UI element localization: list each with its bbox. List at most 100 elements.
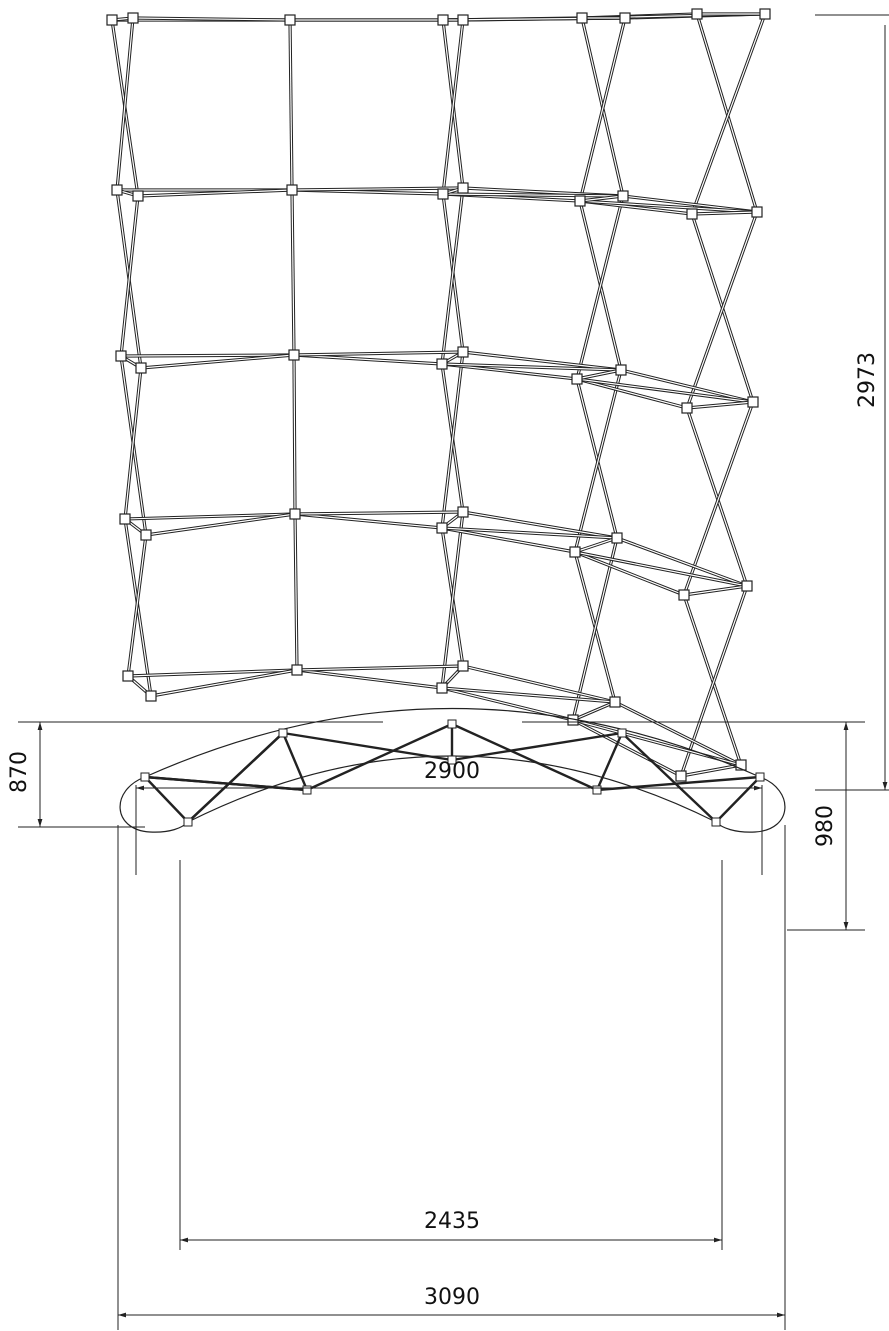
strut xyxy=(441,363,578,380)
connector xyxy=(747,396,759,408)
connector xyxy=(115,350,127,362)
strut xyxy=(574,369,622,553)
strut xyxy=(576,369,622,380)
connector xyxy=(437,14,449,26)
connector xyxy=(735,759,747,771)
connector xyxy=(436,522,448,534)
connector xyxy=(574,195,586,207)
connector xyxy=(278,728,288,738)
strut xyxy=(442,193,624,197)
strut xyxy=(579,200,758,213)
strut xyxy=(293,354,443,365)
strut xyxy=(137,189,293,197)
strut xyxy=(696,13,758,213)
strut xyxy=(576,378,754,403)
strut xyxy=(691,211,758,215)
strut xyxy=(124,513,296,520)
connector xyxy=(111,184,123,196)
connector xyxy=(140,529,152,541)
connector xyxy=(447,719,457,729)
strut xyxy=(294,513,298,671)
strut xyxy=(680,764,742,777)
strut xyxy=(576,378,688,409)
strut xyxy=(306,722,453,792)
strut xyxy=(616,537,748,587)
strut xyxy=(574,551,685,596)
strut xyxy=(572,701,616,721)
connector xyxy=(145,690,157,702)
connector xyxy=(119,513,131,525)
connector xyxy=(617,190,629,202)
connector xyxy=(751,206,763,218)
strut xyxy=(462,351,622,371)
dimension-label: 3090 xyxy=(424,1285,480,1310)
connector xyxy=(592,785,602,795)
strut xyxy=(441,187,464,365)
strut xyxy=(140,354,295,369)
strut xyxy=(686,407,748,587)
strut xyxy=(116,17,134,191)
strut xyxy=(462,665,616,703)
strut xyxy=(441,687,574,721)
connector xyxy=(569,546,581,558)
strut xyxy=(572,537,618,721)
connector xyxy=(457,660,469,672)
strut xyxy=(579,17,626,202)
dimension-label: 2973 xyxy=(855,352,880,408)
connector xyxy=(436,682,448,694)
strut xyxy=(691,13,766,215)
connector xyxy=(617,728,627,738)
dimension-label: 2900 xyxy=(424,759,480,784)
dimensions: 2973 2900 870 980 2435 3090 xyxy=(7,14,889,1330)
strut xyxy=(579,195,624,202)
connector xyxy=(122,670,134,682)
connector xyxy=(140,772,150,782)
connector xyxy=(619,12,631,24)
dimension-label: 2435 xyxy=(424,1209,480,1234)
strut xyxy=(574,537,618,553)
strut xyxy=(281,732,309,791)
connector xyxy=(288,349,300,361)
strut xyxy=(150,669,298,697)
connector xyxy=(447,755,457,765)
strut xyxy=(620,369,754,403)
strut xyxy=(127,669,298,677)
connector xyxy=(678,589,690,601)
connector xyxy=(615,364,627,376)
strut xyxy=(451,731,623,762)
connector xyxy=(609,696,621,708)
strut xyxy=(621,732,717,823)
strut xyxy=(683,585,748,596)
strut xyxy=(120,354,295,357)
strut xyxy=(451,722,598,792)
connector xyxy=(691,8,703,20)
strut xyxy=(715,776,761,823)
strut xyxy=(680,585,748,777)
strut xyxy=(441,511,464,689)
strut xyxy=(127,534,147,677)
connector xyxy=(286,184,298,196)
strut xyxy=(120,195,139,357)
strut xyxy=(683,594,742,766)
connector xyxy=(741,580,753,592)
connector xyxy=(675,770,687,782)
connector xyxy=(289,508,301,520)
dimension-label: 870 xyxy=(7,751,32,793)
dimension-label: 980 xyxy=(813,805,838,847)
strut xyxy=(294,511,464,515)
strut xyxy=(576,195,624,380)
strut xyxy=(132,17,291,21)
connector xyxy=(576,12,588,24)
strut xyxy=(572,719,682,777)
connector xyxy=(106,14,118,26)
connector xyxy=(457,182,469,194)
strut xyxy=(289,19,293,191)
strut xyxy=(595,732,624,791)
connector xyxy=(571,373,583,385)
strut xyxy=(574,551,748,587)
connector xyxy=(457,346,469,358)
strut xyxy=(686,211,758,409)
connector xyxy=(183,817,193,827)
connector xyxy=(457,14,469,26)
strut xyxy=(124,367,142,520)
